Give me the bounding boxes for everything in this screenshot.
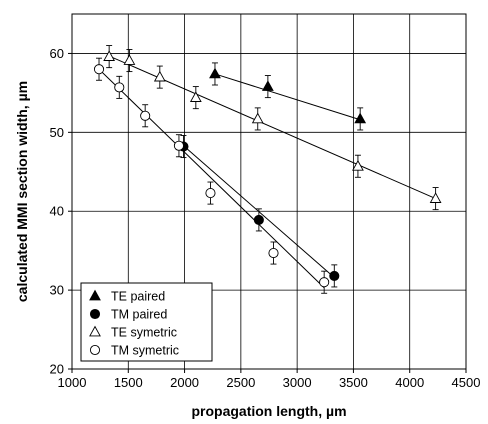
data-point-open-triangle [103,50,116,61]
legend: TE paired TM paired TE symetric TM symetric [80,282,213,362]
x-axis-title: propagation length, µm [191,403,346,419]
x-tick-labels: 1000 1500 2000 2500 3000 3500 4000 4500 [58,375,481,390]
legend-marker-open-circle [89,344,101,356]
x-tick-label: 1000 [58,375,87,390]
legend-marker-open-triangle [89,325,101,337]
data-point-open-circle [114,82,125,93]
plot-frame [71,13,467,370]
y-tick-label: 40 [50,204,64,219]
data-point-open-triangle [352,159,364,171]
data-point-open-circle [205,188,216,199]
y-tick-label: 50 [50,125,64,140]
legend-marker-filled-circle [89,308,101,320]
legend-box [80,282,213,362]
data-point-open-triangle [123,54,136,65]
y-tick-label: 30 [50,283,64,298]
y-axis-title: calculated MMI section width, µm [14,81,30,302]
data-point-open-circle [268,247,279,259]
legend-label: TM symetric [111,344,179,358]
x-tick-label: 2500 [226,375,255,390]
fit-line-filled-triangle [214,73,361,121]
x-tick-label: 4500 [452,375,481,390]
data-point-filled-triangle [354,112,367,124]
y-tick-label: 20 [50,362,64,377]
x-tick-label: 3500 [339,375,368,390]
data-point-filled-circle [329,270,340,281]
data-point-open-triangle [189,91,202,102]
legend-label: TE paired [111,290,165,304]
data-point-open-triangle [429,192,442,203]
legend-label: TE symetric [111,326,177,340]
x-tick-label: 1500 [114,375,143,390]
data-point-filled-circle [253,214,264,225]
x-tick-label: 4000 [395,375,424,390]
y-tick-labels: 20 30 40 50 60 [50,46,64,377]
data-point-filled-triangle [261,80,274,91]
data-point-open-circle [319,277,330,288]
fit-line-open-circle [98,68,325,289]
y-tick-label: 60 [50,46,64,61]
data-point-open-circle [173,140,184,151]
data-point-open-circle [93,64,105,75]
x-tick-label: 3000 [283,375,312,390]
legend-label: TM paired [111,308,167,322]
data-points [93,50,442,288]
data-point-filled-triangle [209,67,221,79]
fit-line-open-triangle [106,54,436,200]
fit-line-filled-circle [178,141,335,278]
data-point-open-triangle [251,112,264,124]
x-tick-label: 2000 [170,375,199,390]
data-point-open-circle [140,110,151,121]
data-point-open-triangle [153,70,166,82]
legend-marker-filled-triangle [89,289,101,301]
